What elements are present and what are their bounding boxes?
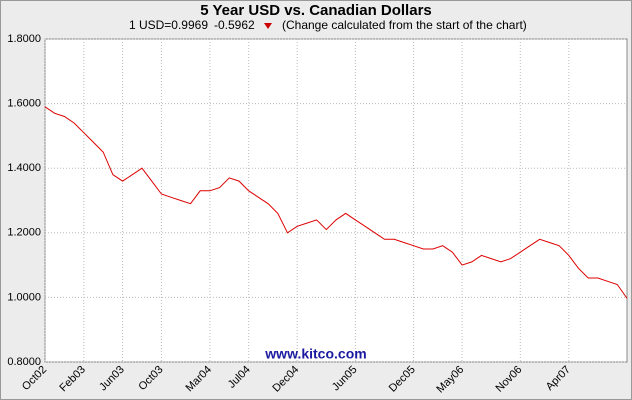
y-tick-label: 1.0000 [7, 291, 41, 303]
watermark: www.kitco.com [264, 346, 366, 362]
plot-area [44, 38, 628, 363]
series-line [44, 106, 628, 299]
down-arrow [264, 23, 272, 29]
y-tick-label: 1.2000 [7, 227, 41, 239]
y-tick-label: 0.8000 [7, 356, 41, 368]
change: -0.5962 [214, 18, 255, 32]
y-tick-label: 1.8000 [7, 33, 41, 45]
y-tick-label: 1.6000 [7, 98, 41, 110]
chart-title: 5 Year USD vs. Canadian Dollars [200, 2, 432, 19]
y-tick-label: 1.4000 [7, 162, 41, 174]
note: (Change calculated from the start of the… [282, 18, 527, 32]
quote: 1 USD=0.9969 [129, 18, 208, 32]
